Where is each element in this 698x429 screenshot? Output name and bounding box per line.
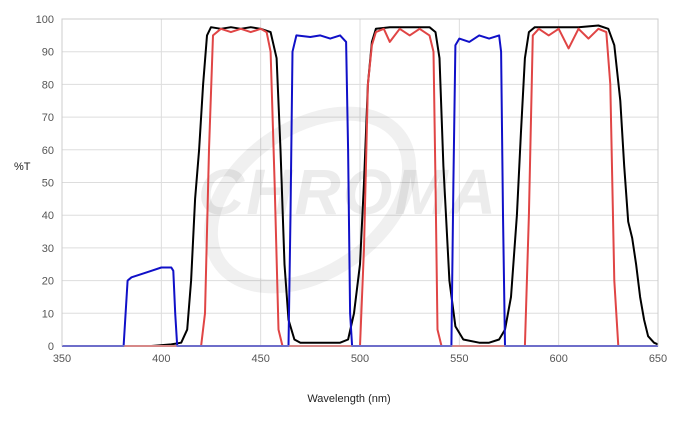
x-axis-label: Wavelength (nm) [307, 393, 390, 405]
series-line-2 [62, 27, 658, 347]
y-tick-label: 100 [36, 14, 54, 26]
y-tick-label: 70 [42, 112, 54, 124]
y-axis-label: %T [14, 161, 31, 173]
y-tick-label: 40 [42, 210, 54, 222]
y-tick-label: 30 [42, 243, 54, 255]
x-tick-label: 500 [351, 353, 369, 365]
y-tick-label: 60 [42, 145, 54, 157]
watermark-swoosh [203, 106, 417, 294]
y-tick-labels: 0 10 20 30 40 50 60 70 80 90 100 [36, 14, 54, 353]
x-tick-label: 400 [152, 353, 170, 365]
x-tick-label: 550 [450, 353, 468, 365]
x-tick-label: 350 [53, 353, 71, 365]
plot-frame [61, 18, 659, 347]
y-tick-label: 20 [42, 276, 54, 288]
series-group [62, 24, 659, 347]
y-tick-label: 0 [48, 341, 54, 353]
y-tick-label: 90 [42, 47, 54, 59]
series-line-3 [62, 34, 658, 347]
series-line-1 [62, 24, 659, 347]
x-tick-label: 650 [649, 353, 667, 365]
y-tick-label: 80 [42, 79, 54, 91]
x-tick-labels: 350 400 450 500 550 600 650 [53, 353, 667, 365]
x-tick-label: 600 [549, 353, 567, 365]
y-tick-label: 50 [42, 178, 54, 190]
y-tick-label: 10 [42, 308, 54, 320]
x-tick-label: 450 [251, 353, 269, 365]
